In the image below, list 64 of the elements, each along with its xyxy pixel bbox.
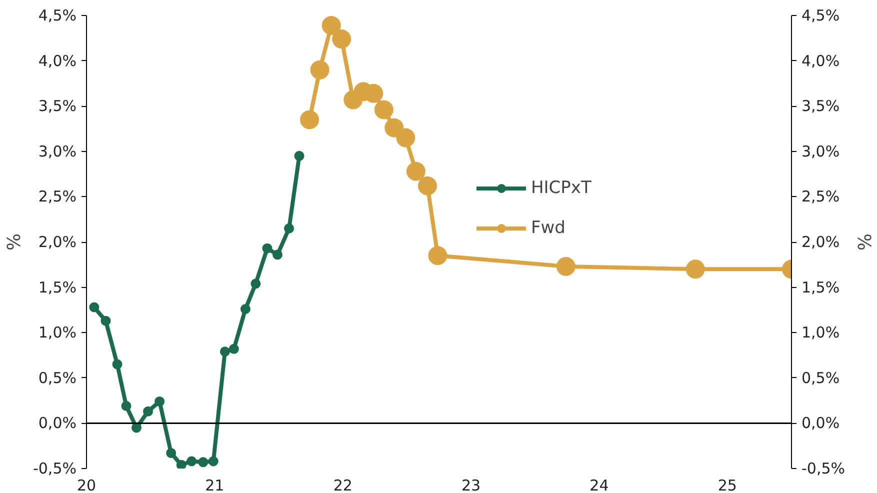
y2-tick-label: -0,5%	[802, 460, 846, 478]
point	[220, 346, 230, 357]
y-tick-label: 1,0%	[38, 324, 76, 342]
point	[208, 456, 218, 466]
y2-tick-label: 2,5%	[802, 188, 840, 206]
y2-tick-label: 1,5%	[802, 278, 840, 296]
legend-label: Fwd	[531, 218, 566, 238]
point	[154, 396, 165, 406]
y-tick-label: 3,5%	[38, 97, 76, 116]
y-tick-label: 4,5%	[38, 6, 76, 24]
y-axis-title: %	[4, 233, 25, 251]
point	[332, 30, 352, 49]
y2-tick-label: 2,0%	[802, 233, 840, 251]
y-tick-label: 2,5%	[38, 188, 76, 206]
y-tick-label: 0,0%	[38, 414, 76, 432]
point	[166, 448, 176, 458]
point	[100, 316, 111, 326]
point	[294, 150, 304, 161]
y-tick-label: 4,0%	[38, 52, 76, 70]
y-tick-label: 2,0%	[38, 233, 76, 251]
x-tick-label: 25	[718, 476, 737, 493]
point	[310, 60, 330, 80]
y2-tick-label: 4,5%	[802, 6, 840, 24]
y2-axis-title: %	[853, 233, 874, 251]
y2-tick-label: 3,0%	[802, 142, 840, 160]
x-tick-label: 20	[76, 476, 96, 493]
point	[143, 406, 154, 416]
point	[396, 128, 416, 148]
point	[686, 260, 705, 279]
point	[272, 250, 282, 260]
point	[374, 100, 394, 120]
point	[186, 456, 197, 466]
point	[112, 359, 122, 370]
x-tick-label: 21	[205, 476, 224, 493]
y2-tick-label: 4,0%	[802, 52, 840, 70]
point	[176, 460, 186, 468]
point	[284, 223, 294, 234]
point	[428, 246, 448, 266]
x-tick-label: 22	[333, 476, 352, 493]
point	[322, 16, 341, 35]
y2-tick-label: 0,5%	[802, 368, 840, 387]
point	[121, 400, 132, 411]
point	[228, 344, 239, 354]
point	[418, 176, 437, 196]
point	[406, 162, 426, 181]
point	[556, 256, 576, 276]
point	[131, 422, 142, 433]
y-tick-label: 3,0%	[38, 142, 76, 160]
point	[262, 243, 272, 254]
y2-tick-label: 1,0%	[802, 324, 840, 342]
x-tick-label: 23	[462, 476, 481, 493]
point	[240, 304, 250, 314]
point	[89, 302, 100, 312]
y2-tick-label: 0,0%	[802, 414, 840, 432]
legend-label: HICPxT	[531, 178, 592, 198]
point	[250, 278, 261, 289]
x-tick-label: 24	[590, 476, 609, 493]
y-tick-label: 0,5%	[38, 368, 76, 387]
point	[198, 457, 208, 468]
y-tick-label: 1,5%	[38, 278, 76, 296]
y-tick-label: -0,5%	[32, 460, 77, 478]
point	[300, 110, 320, 130]
point	[384, 118, 404, 138]
y2-tick-label: 3,5%	[802, 97, 840, 116]
